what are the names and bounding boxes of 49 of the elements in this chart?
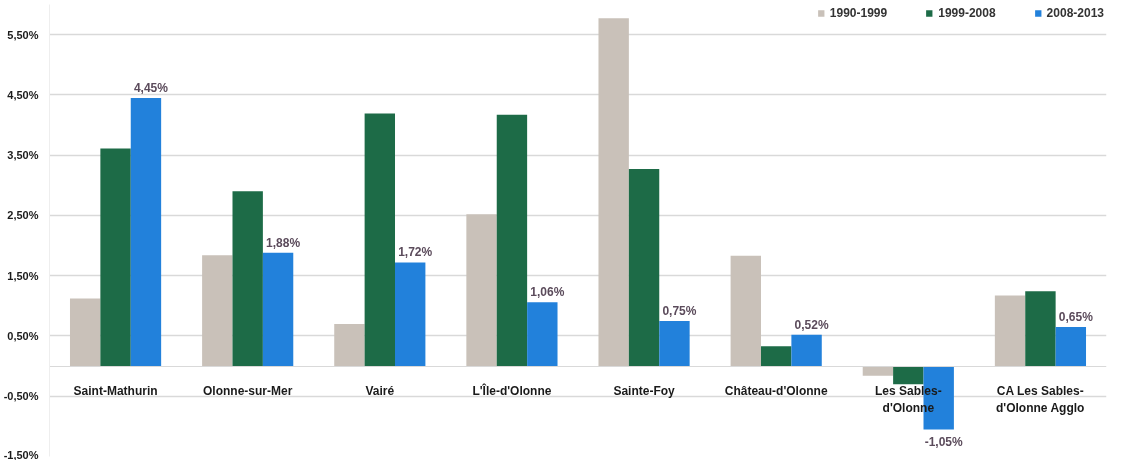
bar (862, 366, 894, 376)
x-tick-label: Saint-Mathurin (73, 384, 158, 399)
data-label: 0,65% (1058, 309, 1094, 324)
bar (994, 295, 1026, 367)
bar (527, 302, 558, 367)
bar (334, 323, 365, 367)
data-label: 4,45% (133, 80, 169, 95)
bar (496, 114, 528, 367)
bar (395, 262, 426, 367)
bar (466, 214, 497, 367)
bar (598, 18, 629, 367)
y-tick-label: 3,50% (7, 149, 39, 162)
bar (364, 113, 396, 367)
bar (232, 191, 263, 367)
legend-label: 1999-2008 (938, 6, 996, 20)
bar (1025, 291, 1056, 367)
bar (262, 252, 294, 367)
y-tick-label: -1,50% (3, 448, 39, 461)
data-label: 1,88% (266, 235, 301, 250)
y-tick-label: 0,50% (7, 329, 39, 342)
bar (202, 255, 233, 367)
legend-label: 1990-1999 (829, 6, 888, 20)
bar (100, 148, 131, 367)
y-tick-label: 5,50% (7, 28, 39, 41)
bar (130, 97, 162, 367)
bar (1055, 326, 1087, 367)
bar (730, 255, 761, 367)
bar (69, 298, 101, 367)
data-label: 1,06% (530, 285, 565, 300)
y-tick-label: 4,50% (7, 88, 39, 101)
y-tick-label: -0,50% (3, 390, 39, 403)
x-tick-label: Vairé (365, 384, 395, 399)
bar (760, 346, 792, 367)
data-label: 0,75% (662, 303, 697, 318)
x-tick-label: Olonne-sur-Mer (203, 384, 293, 399)
bar (659, 320, 690, 367)
bar (893, 366, 924, 385)
x-tick-label: Château-d'Olonne (724, 384, 828, 399)
data-label: 0,52% (794, 317, 829, 332)
bar (791, 334, 822, 367)
y-tick-label: 1,50% (7, 269, 39, 282)
data-label: 1,72% (398, 245, 433, 260)
x-tick-label: CA Les Sables-d'Olonne Agglo (996, 384, 1085, 415)
x-tick-label: Sainte-Foy (613, 384, 676, 399)
data-label: -1,05% (924, 435, 964, 450)
legend-label: 2008-2013 (1046, 6, 1104, 20)
x-tick-label: L'Île-d'Olonne (472, 383, 552, 399)
y-tick-label: 2,50% (7, 209, 39, 222)
bar (628, 169, 660, 367)
